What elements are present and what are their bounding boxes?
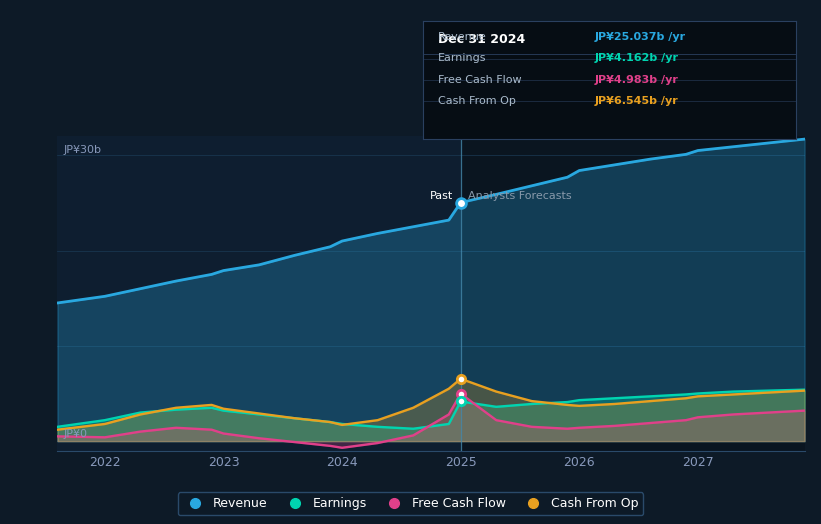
Text: Free Cash Flow: Free Cash Flow: [438, 74, 521, 85]
Text: Earnings: Earnings: [438, 53, 486, 63]
Text: JP¥4.162b /yr: JP¥4.162b /yr: [594, 53, 679, 63]
Text: JP¥4.983b /yr: JP¥4.983b /yr: [594, 74, 678, 85]
Bar: [57, 136, 461, 451]
Text: Cash From Op: Cash From Op: [438, 96, 516, 106]
Text: Revenue: Revenue: [438, 32, 487, 42]
Text: JP¥0: JP¥0: [63, 429, 87, 439]
Text: Analysts Forecasts: Analysts Forecasts: [468, 191, 571, 201]
Text: JP¥30b: JP¥30b: [63, 145, 102, 155]
Text: Dec 31 2024: Dec 31 2024: [438, 32, 525, 46]
Text: JP¥25.037b /yr: JP¥25.037b /yr: [594, 32, 686, 42]
Text: JP¥6.545b /yr: JP¥6.545b /yr: [594, 96, 678, 106]
Legend: Revenue, Earnings, Free Cash Flow, Cash From Op: Revenue, Earnings, Free Cash Flow, Cash …: [178, 492, 643, 515]
Text: Past: Past: [430, 191, 453, 201]
